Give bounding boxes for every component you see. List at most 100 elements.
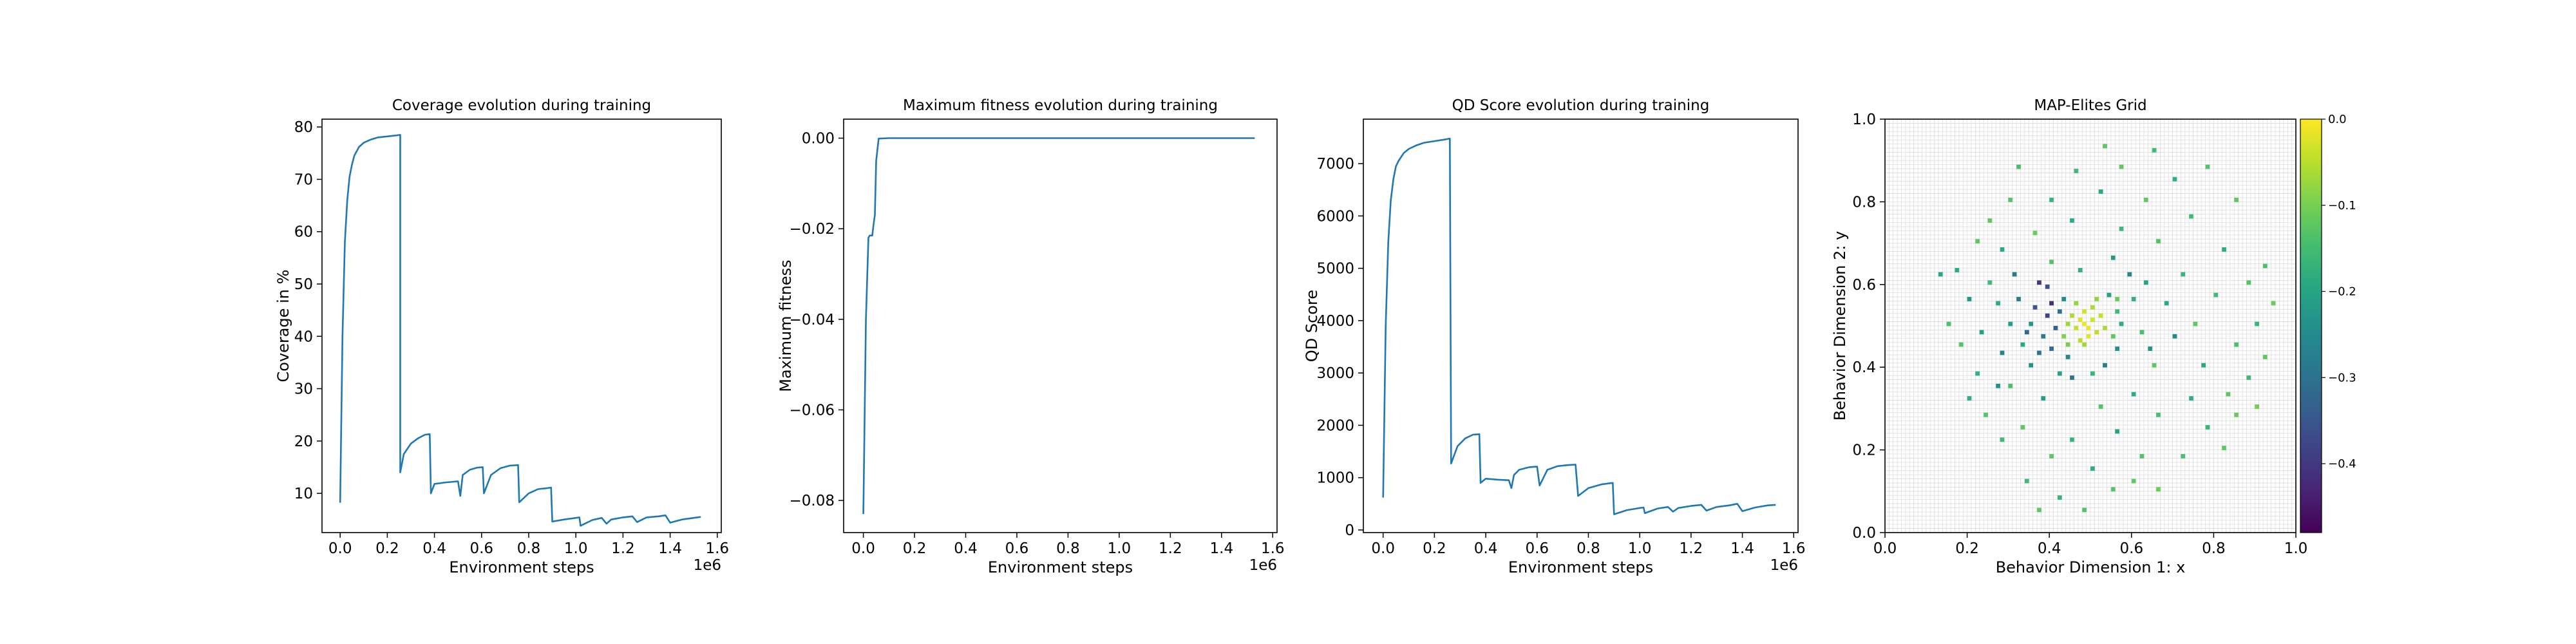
colorbar-tick-label: −0.3 [2328, 371, 2356, 384]
grid-cell [1958, 342, 1964, 347]
grid-cell [2152, 363, 2157, 368]
colorbar-tick-label: 0.0 [2328, 113, 2347, 126]
grid-cell [1955, 268, 1960, 272]
y-axis-label: QD Score [1303, 290, 1321, 362]
y-tick-label: 6000 [1316, 208, 1354, 225]
x-tick-label: 1.4 [658, 540, 682, 557]
chart-2: 0.0 0.2 0.4 0.6 0.8 1.0 1.2 1.4 1.6 0.00 −0.02 −0.0… [777, 97, 1285, 576]
grid-cell [2008, 197, 2013, 202]
grid-cell [1967, 396, 1972, 401]
x-tick-label: 0.0 [1873, 540, 1897, 557]
grid-cell [2086, 326, 2091, 330]
grid-cell [2037, 350, 2041, 355]
grid-cell [2205, 425, 2210, 430]
grid-cell [1938, 272, 1943, 277]
grid-cell [2078, 268, 2083, 272]
grid-cell [2070, 218, 2074, 223]
x-tick-label: 1.6 [1261, 540, 1285, 557]
grid-cell [1979, 330, 1984, 335]
x-tick-label: 0.2 [903, 540, 927, 557]
grid-cell [2094, 297, 2099, 301]
y-tick-label: 0 [1345, 522, 1354, 539]
grid-cell [2164, 301, 2169, 306]
colorbar-bar [2300, 118, 2322, 533]
grid-cell [2008, 321, 2013, 327]
grid-cell [2156, 487, 2161, 492]
grid-cell [2082, 507, 2087, 513]
grid-cell [2110, 487, 2116, 492]
grid-cell [2103, 363, 2107, 368]
chart-4: 0.0 0.2 0.4 0.6 0.8 1.0 0.0 0.2 0.4 0.6 0.8 1.0 MAP-… [1831, 97, 2356, 576]
y-tick-label: 2000 [1316, 417, 1354, 434]
x-tick-label: 1.2 [1680, 540, 1703, 557]
y-tick-label: 70 [294, 171, 313, 188]
chart-title: Maximum fitness evolution during trainin… [903, 97, 1218, 114]
grid-cell [2262, 263, 2268, 269]
y-tick-label: 80 [294, 119, 313, 136]
grid-cell [2078, 338, 2083, 343]
grid-cell [2131, 392, 2136, 397]
grid-cell [2082, 309, 2087, 314]
grid-cell [2172, 334, 2177, 339]
grid-cell [2246, 280, 2251, 285]
grid-cell [2193, 321, 2198, 327]
y-axis-label: Maximum fitness [777, 260, 795, 392]
x-axis-offset-label: 1e6 [1249, 557, 1277, 574]
grid-cell [2074, 301, 2079, 306]
grid-cell [2110, 334, 2116, 339]
x-tick-label: 1.0 [1108, 540, 1132, 557]
y-tick-label: 50 [294, 276, 313, 293]
grid-cell [2189, 396, 2193, 401]
y-tick-label: −0.06 [790, 402, 835, 419]
grid-cell [1987, 218, 1993, 223]
x-tick-label: 0.2 [1423, 540, 1446, 557]
grid-cell [2098, 313, 2103, 318]
grid-cell [2049, 197, 2054, 202]
x-axis-offset-label: 1e6 [1770, 557, 1798, 574]
grid-cell [2139, 454, 2145, 459]
x-tick-label: 0.6 [1525, 540, 1549, 557]
grid-cell [2037, 280, 2041, 285]
grid-cell [2119, 226, 2124, 231]
grid-cell [2065, 354, 2070, 359]
x-tick-label: 0.0 [1371, 540, 1395, 557]
grid-cell [2127, 272, 2132, 277]
grid-cell [2041, 334, 2046, 339]
grid-cell [2119, 321, 2124, 327]
grid-cell [2029, 321, 2034, 327]
x-tick-label: 0.8 [1056, 540, 1080, 557]
grid-cell [2131, 297, 2136, 301]
grid-cell [1975, 239, 1980, 243]
grid-cell [2119, 164, 2124, 169]
grid-cell [2246, 375, 2251, 380]
grid-cell [2045, 313, 2050, 318]
x-axis-label: Environment steps [1508, 558, 1653, 576]
x-tick-label: 0.4 [1474, 540, 1498, 557]
grid-cell [2012, 272, 2017, 277]
x-tick-label: 1.6 [705, 540, 729, 557]
grid-cell [2090, 305, 2095, 310]
x-tick-label: 0.6 [469, 540, 493, 557]
grid-cell [2115, 429, 2120, 434]
grid-cell [2103, 144, 2107, 149]
colorbar-tick-label: −0.2 [2328, 285, 2356, 299]
x-tick-label: 0.8 [2202, 540, 2226, 557]
chart-1: 0.0 0.2 0.4 0.6 0.8 1.0 1.2 1.4 1.6 10 20 30 40 50 60 7… [274, 97, 729, 576]
grid-cell [2255, 404, 2259, 409]
grid-cell [2016, 164, 2021, 169]
grid-cell [2139, 330, 2145, 335]
grid-cell [2029, 363, 2034, 368]
grid-cell [2181, 454, 2186, 459]
grid-cell [1946, 321, 1951, 327]
grid-cell [2205, 164, 2210, 169]
x-tick-label: 0.2 [1955, 540, 1979, 557]
grid-cell [2057, 309, 2062, 314]
grid-cell [2053, 326, 2058, 330]
grid-cell [2255, 321, 2259, 327]
grid-cell [2057, 371, 2062, 376]
grid-cell [2041, 396, 2046, 401]
grid-cell [2201, 363, 2206, 368]
grid-cell [2049, 346, 2054, 351]
grid-cell [1975, 371, 1980, 376]
grid-cell [2115, 346, 2120, 351]
